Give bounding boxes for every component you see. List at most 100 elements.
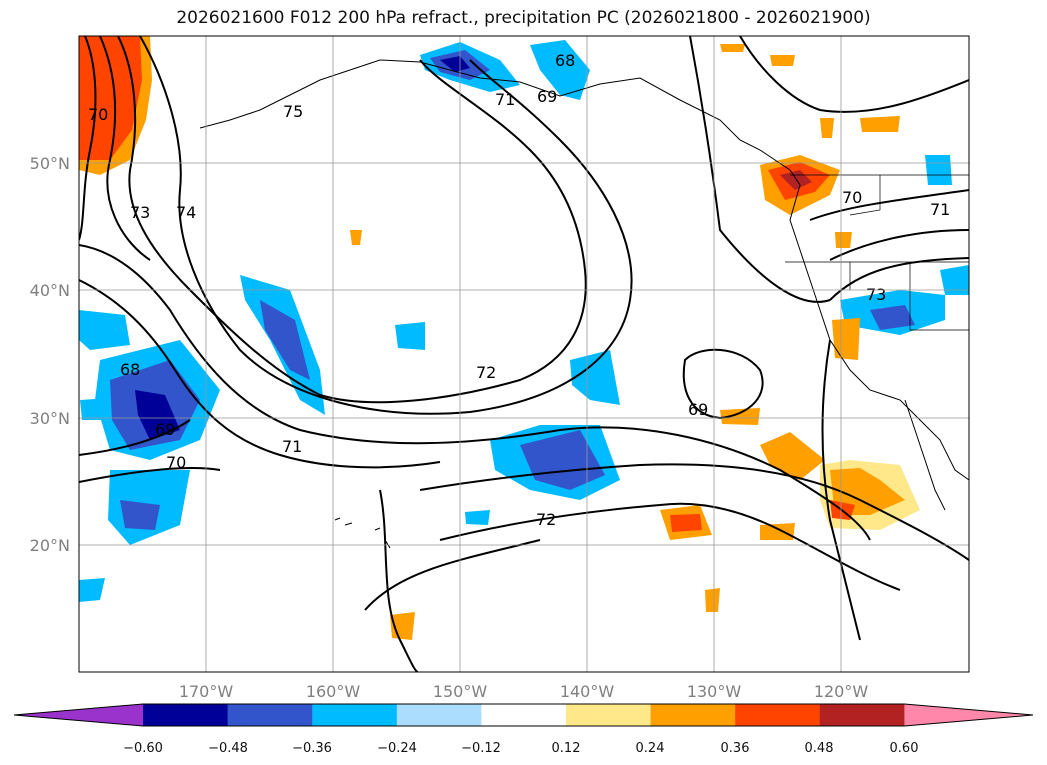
precip-positive-area — [830, 468, 905, 515]
colorbar-tick-label: 0.12 — [552, 741, 581, 756]
precip-positive-area — [720, 44, 745, 52]
precip-positive-area — [835, 232, 852, 248]
colorbar-tick-label: 0.36 — [721, 741, 750, 756]
contour-line — [829, 229, 969, 261]
contour-line — [682, 348, 764, 420]
colorbar-segment — [735, 704, 821, 726]
colorbar-segment — [396, 704, 482, 726]
precip-positive-area — [350, 230, 362, 245]
contour-line — [79, 467, 221, 483]
contour-label: 75 — [283, 102, 303, 121]
contour-label: 73 — [130, 203, 150, 222]
contour-label: 69 — [155, 420, 175, 439]
precip-negative-area — [80, 398, 110, 420]
precip-negative-area — [940, 265, 969, 295]
coastline — [379, 59, 969, 481]
contour-label: 69 — [537, 87, 557, 106]
coastline — [904, 399, 946, 511]
colorbar-tick-label: 0.60 — [890, 741, 919, 756]
contour-label: 74 — [176, 203, 196, 222]
lon-label: 170°W — [179, 682, 234, 701]
contour-label: 70 — [166, 453, 186, 472]
contour-label: 68 — [120, 360, 140, 379]
precip-positive-area — [760, 523, 795, 540]
contour-line — [99, 36, 151, 261]
colorbar-segment — [312, 704, 398, 726]
plot-area — [79, 36, 969, 672]
contour-label: 73 — [866, 285, 886, 304]
latitude-axis: 50°N 40°N 30°N 20°N — [30, 154, 70, 555]
contour-label: 72 — [536, 510, 556, 529]
precip-negative-area — [530, 40, 590, 100]
lon-label: 160°W — [306, 682, 361, 701]
precip-positive-area — [832, 318, 860, 360]
lat-label: 20°N — [30, 536, 70, 555]
colorbar-tick-label: 0.24 — [636, 741, 665, 756]
contour-line — [79, 244, 871, 541]
precip-negative-area — [440, 56, 470, 72]
precip-positive-area — [720, 408, 760, 425]
lon-label: 130°W — [687, 682, 742, 701]
contour-line — [809, 189, 969, 221]
precip-positive-area — [860, 116, 900, 132]
contour-label: 70 — [842, 188, 862, 207]
contour-label: 71 — [930, 200, 950, 219]
precip-positive-area — [705, 588, 720, 612]
coastline — [199, 59, 381, 129]
colorbar-extend-high — [904, 704, 1033, 726]
contour-line — [79, 419, 191, 456]
lat-label: 40°N — [30, 281, 70, 300]
colorbar-segment — [143, 704, 229, 726]
precip-negative-area — [520, 430, 605, 490]
colorbar-tick-label: 0.48 — [805, 741, 834, 756]
lat-label: 30°N — [30, 409, 70, 428]
contour-line — [439, 502, 901, 591]
contour-line — [139, 36, 633, 415]
contour-label: 71 — [282, 437, 302, 456]
lon-label: 120°W — [814, 682, 869, 701]
contour-label: 71 — [495, 90, 515, 109]
coastline-layer — [199, 59, 969, 549]
contour-line — [739, 36, 969, 113]
longitude-axis: 170°W 160°W 150°W 140°W 130°W 120°W — [179, 682, 869, 701]
contour-label: 70 — [88, 105, 108, 124]
lon-label: 150°W — [433, 682, 488, 701]
contour-line — [79, 279, 441, 469]
precip-negative-area — [260, 300, 310, 380]
precip-negative-area — [870, 305, 915, 330]
colorbar: −0.60 −0.48 −0.36 −0.24 −0.12 0.12 0.24 … — [13, 703, 1034, 756]
precip-negative-area — [135, 390, 180, 440]
colorbar-segment — [819, 704, 905, 726]
colorbar-segments — [13, 703, 1034, 727]
precip-negative-area — [395, 322, 425, 350]
precip-positive-area — [670, 514, 702, 532]
colorbar-outline — [13, 703, 1034, 727]
graticule-layer — [79, 36, 969, 672]
contour-line — [419, 463, 969, 561]
contour-line — [364, 539, 541, 611]
precip-positive-area — [79, 36, 142, 160]
contour-line — [379, 489, 419, 672]
colorbar-segment — [227, 704, 313, 726]
map-title: 2026021600 F012 200 hPa refract., precip… — [176, 8, 871, 28]
precip-negative-area — [120, 500, 160, 530]
contour-label: 68 — [555, 51, 575, 70]
contour-line — [821, 339, 861, 641]
colorbar-tick-label: −0.36 — [292, 741, 332, 756]
colorbar-tick-label: −0.60 — [123, 741, 163, 756]
lon-label: 140°W — [560, 682, 615, 701]
precip-positive-area — [820, 118, 834, 138]
precip-negative-area — [79, 578, 105, 602]
plot-frame — [78, 35, 970, 673]
border-line — [849, 175, 881, 216]
colorbar-tick-label: −0.48 — [208, 741, 248, 756]
precip-negative-area — [465, 510, 490, 525]
colorbar-tick-label: −0.12 — [461, 741, 501, 756]
contour-line — [689, 36, 831, 303]
contour-line — [79, 36, 97, 241]
colorbar-extend-low — [14, 704, 143, 726]
colorbar-segment — [481, 704, 567, 726]
colorbar-ticks: −0.60 −0.48 −0.36 −0.24 −0.12 0.12 0.24 … — [123, 741, 918, 756]
colorbar-segment — [650, 704, 736, 726]
